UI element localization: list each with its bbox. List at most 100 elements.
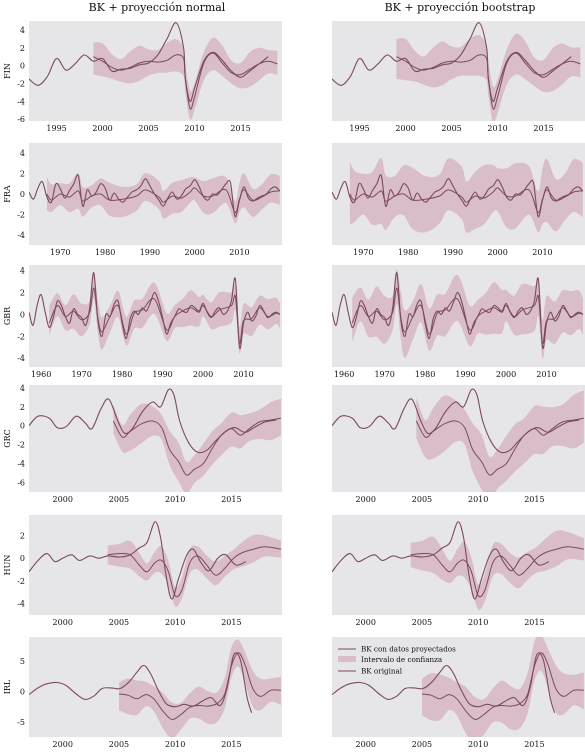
series-bk-projected	[421, 652, 584, 720]
series-bk-projected	[351, 287, 584, 344]
x-tick-label: 2010	[532, 248, 552, 257]
y-tick-label: 4	[20, 384, 25, 393]
confidence-band	[416, 390, 584, 492]
y-tick-label: 2	[20, 403, 25, 412]
legend-label-original: BK original	[361, 667, 403, 676]
panel-hun-normal: 2000 2005 2010 2015 2 0 -2 -4 HUN	[3, 515, 282, 627]
confidence-band	[119, 639, 281, 737]
y-tick-label: 4	[20, 26, 25, 35]
panel-grc-normal: 2000 2005 2010 2015 4 2 0 -2 -4 -6 GRC	[3, 384, 282, 504]
x-tick-label: 2015	[230, 124, 250, 133]
x-tick-label: 1990	[455, 370, 475, 379]
series-bk-original	[29, 22, 269, 103]
y-tick-label: -5	[17, 718, 25, 727]
x-tick-label: 2010	[233, 370, 253, 379]
confidence-band	[410, 530, 584, 610]
y-tick-label: 4	[20, 149, 25, 158]
country-label: FIN	[3, 63, 12, 79]
x-tick-label: 2010	[229, 248, 249, 257]
series-bk-original	[332, 521, 550, 600]
y-tick-label: -2	[17, 441, 25, 450]
x-tick-label: 2005	[412, 740, 432, 749]
x-tick-label: 2005	[412, 618, 432, 627]
y-tick-label: -4	[17, 354, 25, 363]
y-tick-label: -4	[17, 97, 25, 106]
x-tick-label: 2005	[412, 495, 432, 504]
legend-swatch-band	[338, 656, 356, 662]
series-bk-original	[29, 521, 247, 600]
panel-gbr-bootstrap: 1960 1970 1980 1990 2000 2010	[332, 265, 585, 379]
x-tick-label: 2015	[533, 124, 553, 133]
x-tick-label: 2010	[184, 124, 204, 133]
country-label: GRC	[3, 429, 12, 448]
x-tick-label: 2000	[185, 248, 205, 257]
x-tick-label: 1990	[140, 248, 160, 257]
y-tick-label: 2	[20, 288, 25, 297]
series-bk-original	[29, 652, 253, 713]
country-label: GBR	[3, 306, 12, 325]
y-tick-label: 0	[20, 62, 25, 71]
series-bk-projected	[46, 187, 280, 213]
right-column-title: BK + proyección bootstrap	[385, 1, 536, 14]
x-tick-label: 2015	[221, 618, 241, 627]
y-tick-label: 5	[20, 657, 25, 666]
panel-fin-normal: 1995 2000 2005 2010 2015 4 2 0 -2 -4 -6 FIN	[3, 21, 282, 133]
panel-fin-bootstrap: 1995 2000 2005 2010 2015	[332, 21, 585, 133]
y-tick-label: -2	[17, 80, 25, 89]
x-tick-label: 2010	[165, 740, 185, 749]
x-tick-label: 2005	[441, 124, 461, 133]
panel-irl-normal: 2000 2005 2010 2015 5 0 -5 IRL	[3, 637, 282, 749]
x-tick-label: 2000	[53, 495, 73, 504]
series-bk-projected	[93, 52, 278, 110]
confidence-band	[352, 269, 583, 360]
confidence-band	[49, 275, 281, 355]
x-tick-label: 2000	[53, 740, 73, 749]
confidence-band	[46, 172, 280, 224]
panel-hun-bootstrap: 2000 2005 2010 2015	[332, 515, 585, 627]
panel-irl-bootstrap: 2000 2005 2010 2015	[332, 637, 585, 749]
x-tick-label: 2000	[496, 370, 516, 379]
y-tick-label: 2	[20, 44, 25, 53]
series-bk-projected	[396, 52, 581, 110]
series-bk-projected	[107, 546, 281, 598]
x-tick-label: 1970	[374, 370, 394, 379]
country-label: IRL	[3, 679, 12, 694]
x-tick-label: 1980	[95, 248, 115, 257]
y-tick-label: -4	[17, 231, 25, 240]
x-tick-label: 1995	[46, 124, 66, 133]
x-tick-label: 2010	[165, 618, 185, 627]
y-tick-label: 2	[20, 170, 25, 179]
x-tick-label: 2010	[468, 495, 488, 504]
x-tick-label: 2000	[488, 248, 508, 257]
x-tick-label: 2015	[221, 495, 241, 504]
y-tick-label: -2	[17, 577, 25, 586]
y-tick-label: 0	[20, 422, 25, 431]
series-bk-projected	[410, 546, 584, 598]
series-bk-projected	[48, 287, 281, 344]
y-tick-label: -4	[17, 460, 25, 469]
y-tick-label: 4	[20, 266, 25, 275]
y-tick-label: -2	[17, 210, 25, 219]
x-tick-label: 2010	[165, 495, 185, 504]
x-tick-label: 2000	[356, 618, 376, 627]
x-tick-label: 1980	[398, 248, 418, 257]
y-tick-label: 2	[20, 531, 25, 540]
x-tick-label: 1960	[334, 370, 354, 379]
x-tick-label: 1980	[112, 370, 132, 379]
x-tick-label: 1960	[31, 370, 51, 379]
series-bk-projected	[118, 652, 281, 720]
x-tick-label: 2010	[468, 740, 488, 749]
panel-gbr-normal: 1960 1970 1980 1990 2000 2010 4 2 0 -2 -4 GBR	[3, 265, 282, 379]
panel-fra-bootstrap: 1970 1980 1990 2000 2010	[332, 143, 585, 257]
x-tick-label: 2005	[109, 618, 129, 627]
x-tick-label: 2015	[524, 495, 544, 504]
y-tick-label: -6	[17, 479, 25, 488]
x-tick-label: 2010	[468, 618, 488, 627]
x-tick-label: 1980	[415, 370, 435, 379]
x-tick-label: 1990	[152, 370, 172, 379]
x-tick-label: 2000	[356, 740, 376, 749]
x-tick-label: 2015	[524, 740, 544, 749]
x-tick-label: 2010	[536, 370, 556, 379]
series-bk-original	[332, 22, 572, 103]
